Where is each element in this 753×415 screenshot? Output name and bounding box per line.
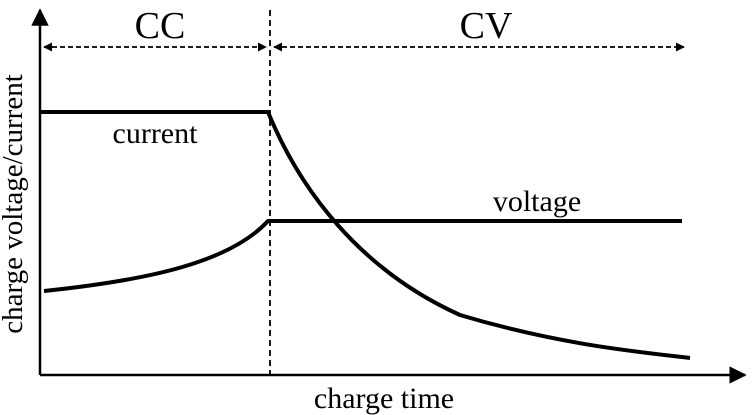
voltage-curve bbox=[43, 219, 682, 293]
voltage-label: voltage bbox=[493, 185, 581, 218]
current-curve bbox=[40, 110, 691, 360]
x-axis-label: charge time bbox=[314, 382, 454, 415]
cv-label: CV bbox=[460, 5, 513, 47]
cc-label: CC bbox=[135, 5, 186, 47]
y-axis-label: charge voltage/current bbox=[0, 74, 29, 334]
current-label: current bbox=[113, 117, 199, 150]
